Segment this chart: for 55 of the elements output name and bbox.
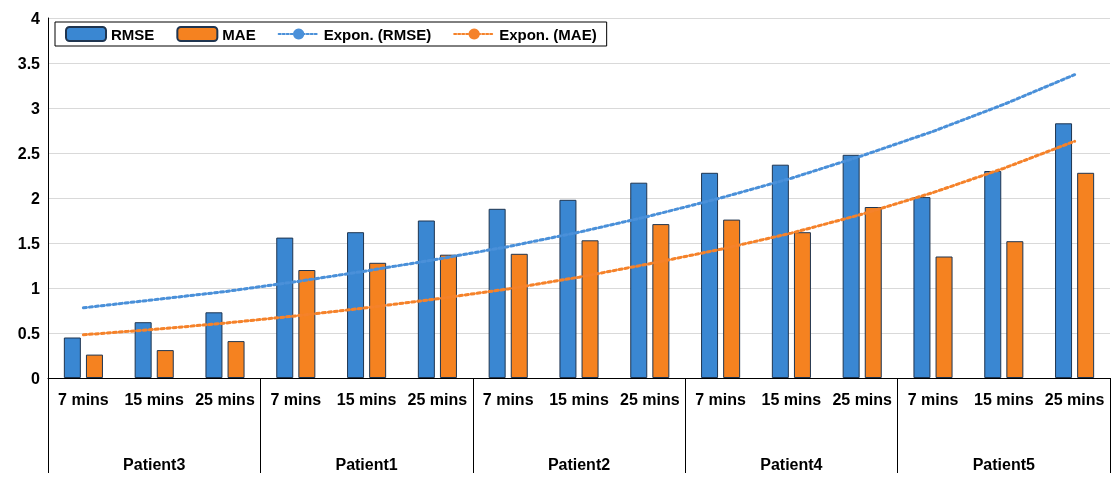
bar bbox=[935, 256, 953, 378]
x-tick-label: 7 mins bbox=[907, 390, 959, 408]
x-tick-label: 25 mins bbox=[620, 390, 680, 408]
x-tick-label: 15 mins bbox=[336, 390, 397, 408]
x-tick-label: 25 mins bbox=[1044, 390, 1105, 408]
bar bbox=[276, 237, 294, 378]
text: Patient1 bbox=[335, 455, 398, 473]
legend-label: Expon. (RMSE) bbox=[323, 25, 432, 43]
text: Patient5 bbox=[972, 455, 1036, 473]
bar bbox=[205, 312, 223, 378]
bar bbox=[842, 154, 860, 378]
legend-label: MAE bbox=[222, 25, 256, 43]
y-tick-label: 1 bbox=[31, 279, 41, 297]
bar bbox=[63, 337, 81, 378]
legend-label: Expon. (MAE) bbox=[499, 25, 597, 43]
bar bbox=[984, 171, 1002, 378]
x-tick-label: 7 mins bbox=[58, 390, 109, 408]
bar bbox=[630, 182, 648, 378]
x-tick-label: 7 mins bbox=[695, 390, 747, 408]
y-tick-label: 3.5 bbox=[17, 54, 41, 72]
bar bbox=[771, 164, 789, 378]
bar bbox=[488, 208, 506, 378]
x-tick-label: 7 mins bbox=[270, 390, 322, 408]
bar bbox=[417, 220, 435, 378]
x-tick-label: 15 mins bbox=[974, 390, 1034, 408]
bar bbox=[559, 199, 577, 378]
bar bbox=[701, 172, 719, 378]
x-tick-label: 25 mins bbox=[407, 390, 468, 408]
text: Patient4 bbox=[760, 455, 823, 473]
x-tick-label: 25 mins bbox=[195, 390, 255, 408]
y-tick-label: 1.5 bbox=[17, 234, 41, 252]
legend-label: RMSE bbox=[111, 25, 155, 43]
text: Patient3 bbox=[123, 455, 186, 473]
bar bbox=[1077, 172, 1095, 378]
bar bbox=[1055, 123, 1073, 378]
y-tick-label: 0.5 bbox=[17, 324, 41, 342]
bar bbox=[134, 322, 152, 378]
bar bbox=[227, 341, 245, 378]
x-tick-label: 15 mins bbox=[124, 390, 185, 408]
bar bbox=[156, 350, 174, 378]
y-tick-label: 4 bbox=[31, 9, 41, 27]
bar bbox=[347, 232, 365, 378]
bar bbox=[85, 354, 103, 378]
x-tick-label: 25 mins bbox=[832, 390, 893, 408]
bar bbox=[913, 197, 931, 378]
y-tick-label: 2.5 bbox=[17, 144, 41, 162]
x-tick-label: 15 mins bbox=[761, 390, 822, 408]
x-tick-label: 15 mins bbox=[549, 390, 609, 408]
y-tick-label: 2 bbox=[31, 189, 41, 207]
y-tick-label: 0 bbox=[31, 369, 41, 387]
y-tick-label: 3 bbox=[31, 99, 41, 117]
x-tick-label: 7 mins bbox=[482, 390, 534, 408]
text: Patient2 bbox=[547, 455, 611, 473]
bar bbox=[1006, 241, 1024, 378]
line-series bbox=[81, 73, 1077, 310]
